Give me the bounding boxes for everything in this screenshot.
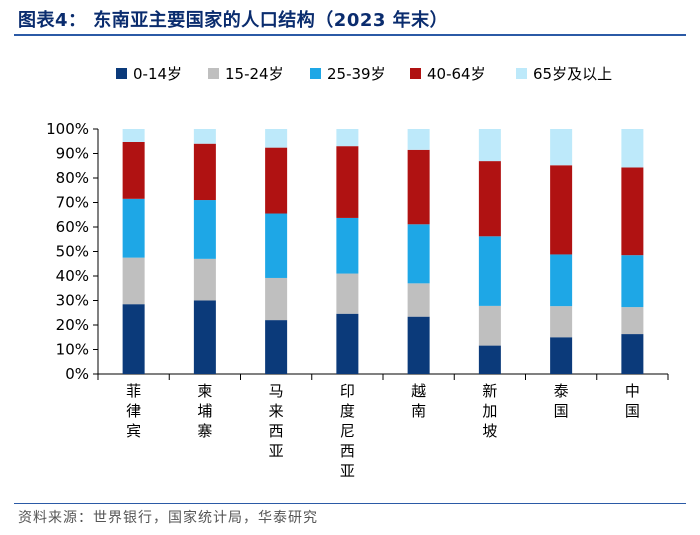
bar-segment — [407, 283, 430, 317]
bar-segment — [265, 129, 288, 148]
legend-swatch — [310, 68, 321, 79]
x-tick-label: 马来西亚 — [269, 382, 284, 460]
y-tick-label: 40% — [56, 267, 89, 285]
y-tick-label: 90% — [56, 145, 89, 163]
bar-segment — [407, 224, 430, 284]
bar-segment — [621, 307, 644, 335]
bar-segment — [478, 236, 501, 306]
legend-label: 65岁及以上 — [533, 65, 612, 83]
bar-segment — [193, 129, 216, 144]
legend-item: 40-64岁 — [410, 65, 486, 83]
bar-segment — [265, 213, 288, 278]
bar-segment — [407, 149, 430, 225]
bar-segment — [336, 313, 359, 374]
bar-segment — [336, 129, 359, 147]
bar-segment — [193, 143, 216, 201]
legend-item: 25-39岁 — [310, 65, 386, 83]
y-tick-label: 20% — [56, 316, 89, 334]
bar-segment — [550, 129, 573, 166]
bar-segment — [122, 257, 145, 305]
x-tick-label: 新加坡 — [482, 382, 497, 440]
bar-segment — [478, 129, 501, 162]
bar-segment — [265, 147, 288, 214]
stacked-bar-chart: 0-14岁 15-24岁 25-39岁 40-64岁 65岁及以上 0% 10% 20% 30… — [46, 65, 669, 480]
legend-item: 65岁及以上 — [516, 65, 612, 83]
legend-label: 0-14岁 — [133, 65, 182, 83]
bar-segment — [122, 304, 145, 374]
legend-item: 15-24岁 — [208, 65, 284, 83]
bar-segment — [336, 217, 359, 274]
category-labels: 菲律宾 柬埔寨 马来西亚 印度尼西亚 越南 新加坡 泰国 中国 — [126, 382, 640, 480]
y-tick-label: 10% — [56, 341, 89, 359]
x-tick-label: 泰国 — [554, 382, 569, 420]
y-tick-label: 50% — [56, 243, 89, 261]
bar-segment — [621, 255, 644, 308]
bar-segment — [550, 337, 573, 374]
bar-segment — [193, 258, 216, 301]
bar-segment — [478, 345, 501, 374]
x-tick-label: 印度尼西亚 — [340, 382, 355, 480]
legend-swatch — [516, 68, 527, 79]
bar-segment — [193, 300, 216, 374]
bar-segment — [550, 254, 573, 307]
bar-segment — [407, 129, 430, 150]
legend-label: 40-64岁 — [427, 65, 486, 83]
bar-segment — [193, 200, 216, 259]
legend-label: 15-24岁 — [225, 65, 284, 83]
legend-swatch — [208, 68, 219, 79]
bar-segment — [336, 146, 359, 218]
bar-segment — [478, 305, 501, 346]
y-tick-label: 30% — [56, 292, 89, 310]
x-tick-label: 越南 — [411, 382, 426, 420]
bar-segment — [265, 320, 288, 374]
legend-label: 25-39岁 — [327, 65, 386, 83]
bar-segment — [621, 167, 644, 256]
page-title: 图表4： 东南亚主要国家的人口结构（2023 年末） — [18, 10, 449, 31]
bar-segment — [621, 129, 644, 168]
x-tick-label: 菲律宾 — [126, 382, 141, 440]
bar-segment — [122, 129, 145, 142]
legend-swatch — [410, 68, 421, 79]
y-tick-label: 60% — [56, 218, 89, 236]
source-note: 资料来源：世界银行，国家统计局，华泰研究 — [18, 510, 318, 526]
x-tick-label: 柬埔寨 — [197, 382, 212, 440]
bar-segment — [265, 277, 288, 321]
bar-segment — [336, 273, 359, 314]
y-tick-label: 100% — [46, 120, 89, 138]
bar-segment — [621, 334, 644, 374]
legend-item: 0-14岁 — [116, 65, 182, 83]
title-divider — [14, 34, 686, 36]
y-tick-label: 70% — [56, 194, 89, 212]
bar-segment — [122, 198, 145, 258]
chart-axes: 0% 10% 20% 30% 40% 50% 60% 70% 80% 90% 100% — [46, 120, 669, 383]
y-tick-label: 0% — [65, 365, 89, 383]
chart-bars — [122, 129, 644, 374]
bar-segment — [407, 316, 430, 374]
source-divider — [14, 503, 686, 504]
bar-segment — [550, 165, 573, 255]
bar-segment — [122, 141, 145, 199]
legend-swatch — [116, 68, 127, 79]
x-tick-label: 中国 — [625, 382, 640, 420]
bar-segment — [478, 161, 501, 237]
y-tick-label: 80% — [56, 169, 89, 187]
bar-segment — [550, 306, 573, 338]
chart-legend: 0-14岁 15-24岁 25-39岁 40-64岁 65岁及以上 — [116, 65, 612, 83]
